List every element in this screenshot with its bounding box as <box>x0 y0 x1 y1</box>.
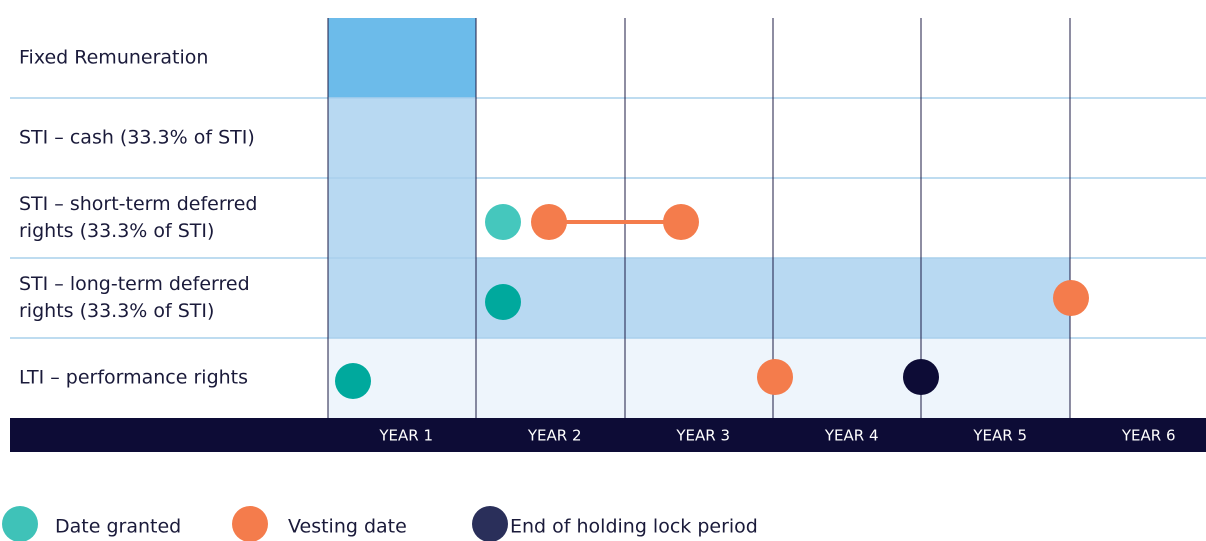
year-label: YEAR 4 <box>824 427 879 445</box>
year-label: YEAR 1 <box>378 427 433 445</box>
granted-marker <box>335 363 371 399</box>
vesting-marker <box>757 359 793 395</box>
sti-long-term-band <box>328 258 1070 338</box>
legend-label: Vesting date <box>288 516 407 538</box>
legend-label: Date granted <box>55 516 181 538</box>
year-label: YEAR 6 <box>1121 427 1176 445</box>
year-label: YEAR 3 <box>675 427 730 445</box>
lti-band <box>328 338 1070 418</box>
year-bar <box>10 418 1206 452</box>
row-label: Fixed Remuneration <box>19 47 208 69</box>
row-label: STI – long-term deferred <box>19 273 250 295</box>
vesting-marker <box>663 204 699 240</box>
column-dividers <box>327 18 1071 418</box>
lock-end-marker <box>903 359 939 395</box>
legend-icon <box>2 506 38 541</box>
year-label: YEAR 2 <box>527 427 582 445</box>
granted-marker <box>485 204 521 240</box>
legend-label: End of holding lock period <box>510 516 758 538</box>
granted-marker <box>485 284 521 320</box>
row-label: rights (33.3% of STI) <box>19 220 214 242</box>
legend-icon <box>472 506 508 541</box>
year-label: YEAR 5 <box>972 427 1027 445</box>
row-label: LTI – performance rights <box>19 367 248 389</box>
vesting-marker <box>1053 280 1089 316</box>
row-label: STI – cash (33.3% of STI) <box>19 127 255 149</box>
vesting-marker <box>531 204 567 240</box>
legend-icon <box>232 506 268 541</box>
row-label: STI – short-term deferred <box>19 193 257 215</box>
fixed-cell <box>328 18 476 98</box>
row-dividers <box>10 97 1206 339</box>
row-label: rights (33.3% of STI) <box>19 300 214 322</box>
